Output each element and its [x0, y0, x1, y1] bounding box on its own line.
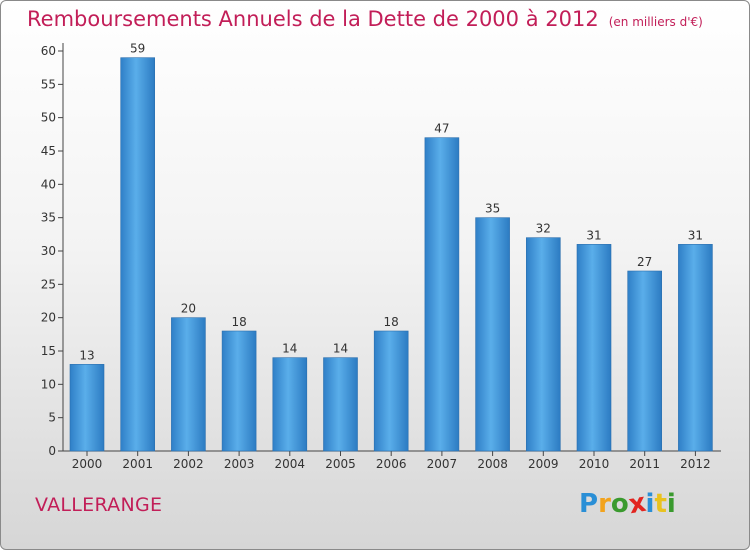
logo-letter: i: [666, 489, 676, 519]
bar: [171, 317, 206, 452]
chart-title: Remboursements Annuels de la Dette de 20…: [27, 7, 703, 31]
bar: [221, 330, 257, 452]
x-tick-label: 2005: [325, 457, 356, 471]
bar-value-label: 14: [333, 342, 348, 356]
x-tick-label: 2003: [224, 457, 255, 471]
bar: [627, 270, 663, 452]
y-tick-label: 5: [48, 411, 56, 425]
bar: [678, 244, 713, 452]
bar-value-label: 13: [79, 348, 94, 362]
proxiti-logo: Proxiti: [579, 488, 676, 520]
x-tick-label: 2001: [122, 457, 153, 471]
bar: [373, 330, 409, 452]
bar: [323, 357, 358, 452]
bar-value-label: 18: [231, 315, 246, 329]
y-tick-label: 15: [41, 344, 56, 358]
bar-value-label: 47: [434, 122, 449, 136]
logo-letter: o: [610, 489, 629, 519]
bar: [120, 57, 155, 452]
bar: [475, 217, 510, 452]
bar-value-label: 59: [130, 42, 145, 56]
bar: [525, 237, 561, 452]
y-tick-label: 25: [41, 277, 56, 291]
logo-letter: t: [654, 489, 667, 519]
bar-value-label: 32: [536, 222, 551, 236]
bar-value-label: 20: [181, 302, 196, 316]
bar: [272, 357, 308, 452]
chart-unit-note: (en milliers d'€): [608, 15, 703, 29]
x-tick-label: 2010: [579, 457, 610, 471]
y-tick-label: 55: [41, 77, 56, 91]
y-tick-label: 35: [41, 211, 56, 225]
bar-value-label: 18: [384, 315, 399, 329]
x-tick-label: 2007: [427, 457, 458, 471]
bar: [69, 364, 105, 452]
x-tick-label: 2012: [680, 457, 711, 471]
logo-letter: i: [645, 489, 655, 519]
y-tick-label: 40: [41, 177, 56, 191]
x-tick-label: 2011: [629, 457, 660, 471]
x-tick-label: 2002: [173, 457, 204, 471]
chart-title-text: Remboursements Annuels de la Dette de 20…: [27, 7, 599, 31]
bar-value-label: 31: [586, 228, 601, 242]
bar-value-label: 35: [485, 202, 500, 216]
x-tick-label: 2008: [477, 457, 508, 471]
commune-name: VALLERANGE: [35, 494, 163, 516]
x-tick-label: 2004: [275, 457, 306, 471]
bar-value-label: 27: [637, 255, 652, 269]
x-tick-label: 2009: [528, 457, 559, 471]
bar: [424, 137, 460, 452]
y-tick-label: 50: [41, 111, 56, 125]
x-tick-label: 2006: [376, 457, 407, 471]
bar: [576, 244, 612, 452]
logo-letter: r: [598, 489, 611, 519]
logo-letter: P: [579, 489, 599, 519]
y-tick-label: 10: [41, 377, 56, 391]
bar-value-label: 31: [688, 228, 703, 242]
y-tick-label: 0: [48, 444, 56, 458]
y-tick-label: 60: [41, 44, 56, 58]
x-tick-label: 2000: [72, 457, 103, 471]
bar-value-label: 14: [282, 342, 297, 356]
y-tick-label: 45: [41, 144, 56, 158]
y-tick-label: 20: [41, 311, 56, 325]
y-tick-label: 30: [41, 244, 56, 258]
